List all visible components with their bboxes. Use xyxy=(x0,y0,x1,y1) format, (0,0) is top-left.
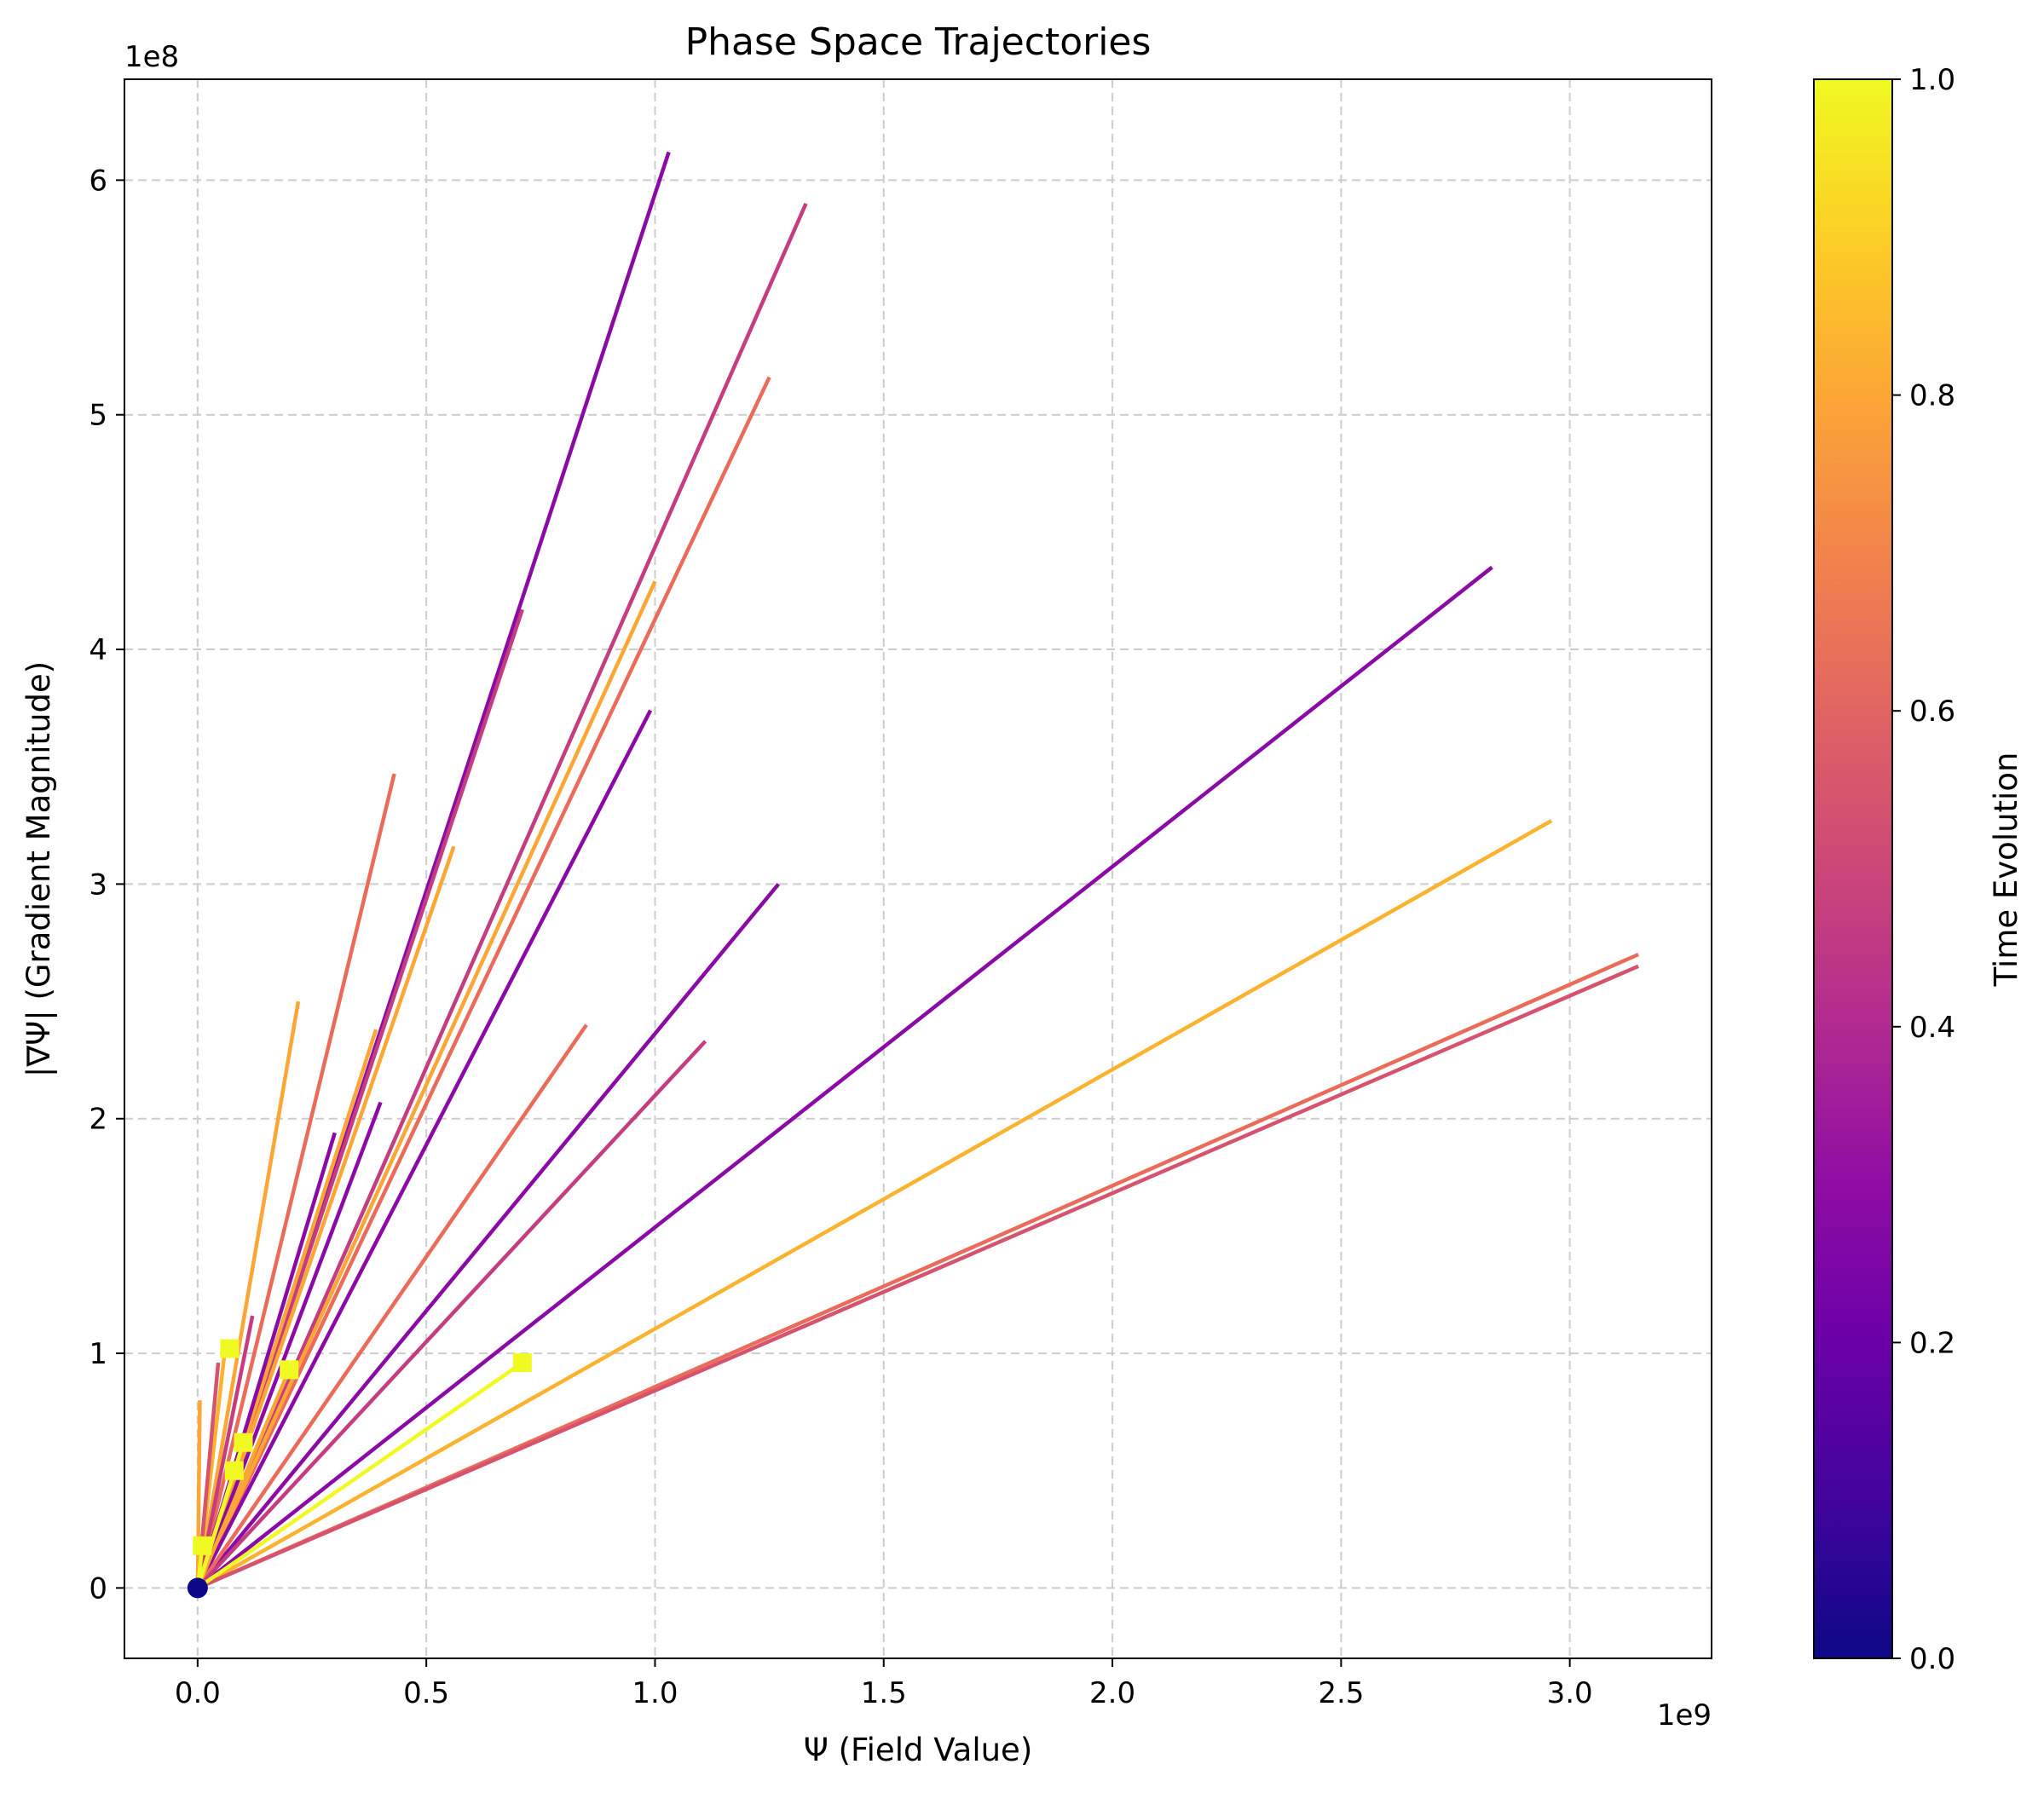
end-marker-3 xyxy=(220,1339,240,1358)
end-marker-2 xyxy=(234,1433,253,1452)
y-tick-label: 4 xyxy=(89,633,107,667)
x-tick-label: 2.0 xyxy=(1089,1676,1135,1710)
trajectory-line-8 xyxy=(195,773,396,1588)
trajectory-line-4 xyxy=(196,565,1493,1590)
trajectory-line-5 xyxy=(195,580,657,1589)
colorbar-tick-label: 0.4 xyxy=(1909,1011,1955,1045)
x-tick-label: 1.0 xyxy=(632,1676,678,1710)
x-axis-label: Ψ (Field Value) xyxy=(804,1732,1033,1768)
trajectory-line-2 xyxy=(195,202,808,1589)
y-axis-ticks: 0 1 2 3 4 5 6 xyxy=(89,164,124,1606)
grid-layer xyxy=(124,79,1712,1658)
trajectory-line-6 xyxy=(195,608,524,1589)
y-tick-label: 2 xyxy=(89,1103,107,1137)
y-tick-label: 5 xyxy=(89,399,107,433)
series-layer xyxy=(195,151,1640,1590)
trajectory-line-24 xyxy=(196,1361,524,1590)
y-axis-label: |∇Ψ| (Gradient Magnitude) xyxy=(20,661,57,1077)
trajectory-line-3 xyxy=(195,376,771,1589)
x-tick-label: 1.5 xyxy=(861,1676,907,1710)
trajectory-line-9 xyxy=(196,819,1553,1590)
colorbar-tick-label: 0.2 xyxy=(1909,1326,1955,1360)
end-marker-1 xyxy=(512,1353,532,1373)
y-offset-label: 1e8 xyxy=(124,40,179,74)
trajectory-line-18 xyxy=(195,1101,383,1589)
trajectory-line-27 xyxy=(195,1470,236,1589)
trajectory-line-13 xyxy=(197,964,1639,1590)
end-marker-6 xyxy=(280,1360,299,1380)
x-offset-label: 1e9 xyxy=(1657,1698,1712,1732)
colorbar-tick-label: 0.6 xyxy=(1909,695,1955,729)
end-marker-5 xyxy=(193,1536,212,1555)
x-tick-label: 0.0 xyxy=(175,1676,221,1710)
x-tick-label: 2.5 xyxy=(1318,1676,1364,1710)
trajectory-line-25 xyxy=(195,1400,202,1588)
trajectory-line-17 xyxy=(196,1040,707,1589)
y-tick-label: 0 xyxy=(89,1571,107,1606)
colorbar-label: Time Evolution xyxy=(1988,752,2024,988)
x-tick-label: 0.5 xyxy=(403,1676,449,1710)
x-axis-ticks: 0.0 0.5 1.0 1.5 2.0 2.5 3.0 xyxy=(175,1658,1593,1710)
trajectory-line-15 xyxy=(196,1023,588,1589)
colorbar-ticks: 0.0 0.2 0.4 0.6 0.8 1.0 xyxy=(1892,63,1955,1676)
trajectory-line-7 xyxy=(195,709,653,1589)
plot-frame xyxy=(124,78,1712,1659)
colorbar-tick-label: 1.0 xyxy=(1909,63,1955,97)
end-marker-4 xyxy=(224,1461,244,1480)
colorbar xyxy=(1813,78,1893,1659)
trajectory-line-14 xyxy=(195,1000,301,1588)
y-tick-label: 3 xyxy=(89,868,107,902)
chart-title: Phase Space Trajectories xyxy=(685,20,1152,64)
x-tick-label: 3.0 xyxy=(1547,1676,1593,1710)
colorbar-tick-label: 0.8 xyxy=(1909,379,1955,413)
marker-layer xyxy=(187,1339,532,1599)
colorbar-tick-label: 0.0 xyxy=(1909,1642,1955,1676)
y-tick-label: 1 xyxy=(89,1337,107,1371)
trajectory-line-11 xyxy=(196,882,781,1589)
start-marker xyxy=(187,1577,208,1599)
y-tick-label: 6 xyxy=(89,164,107,198)
